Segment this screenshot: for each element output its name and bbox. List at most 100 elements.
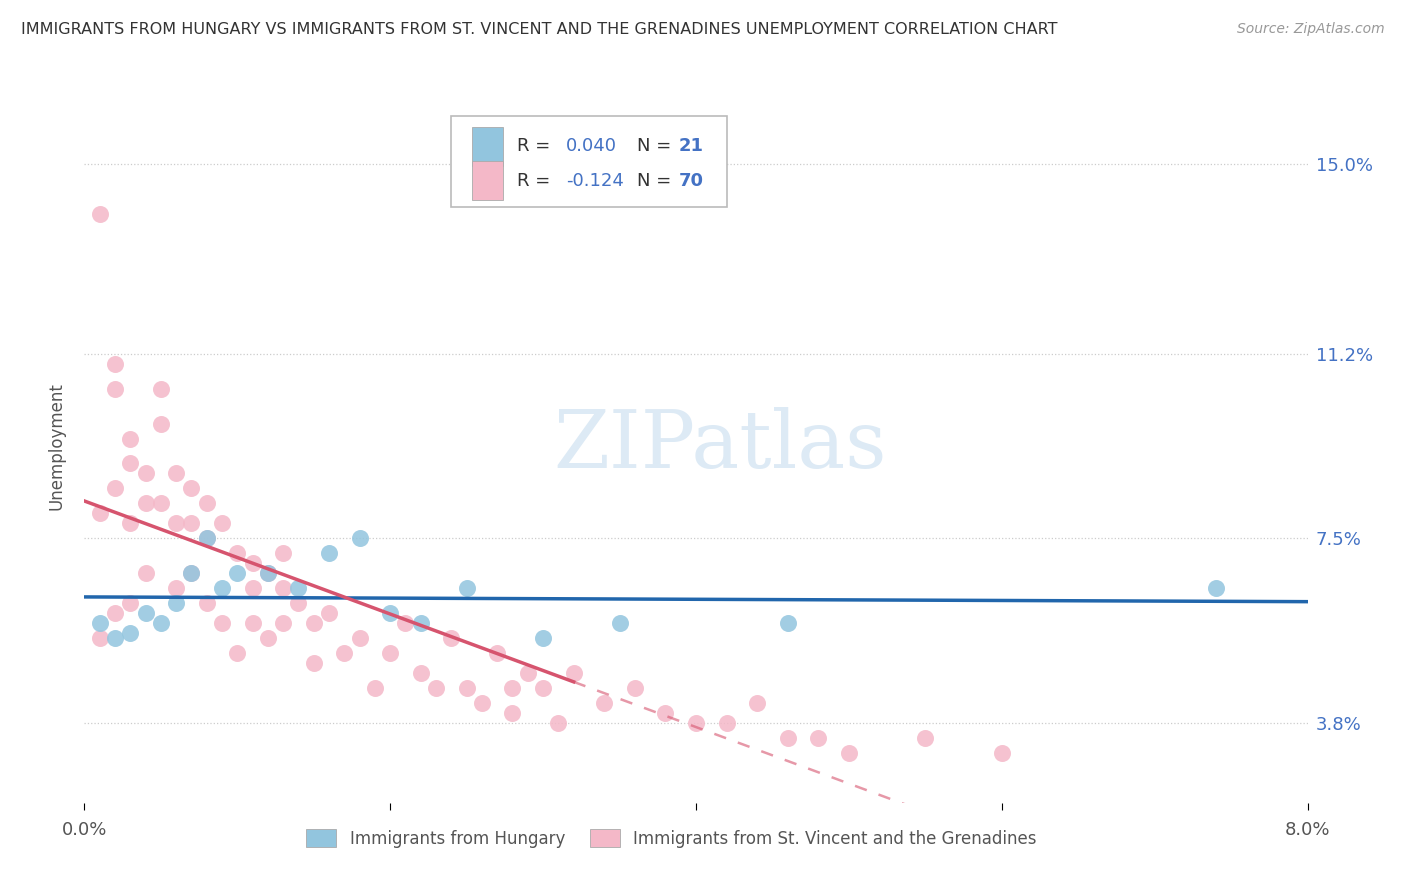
Legend: Immigrants from Hungary, Immigrants from St. Vincent and the Grenadines: Immigrants from Hungary, Immigrants from…: [307, 830, 1036, 848]
Point: [180, 482, 202, 496]
FancyBboxPatch shape: [472, 161, 503, 200]
Text: 0.040: 0.040: [567, 137, 617, 155]
Point: [807, 731, 830, 745]
Point: [211, 581, 233, 595]
Text: 70: 70: [679, 171, 704, 189]
Point: [89, 616, 111, 631]
Point: [257, 566, 280, 581]
Point: [547, 715, 569, 730]
Point: [271, 581, 294, 595]
Text: 21: 21: [679, 137, 704, 155]
Point: [120, 432, 142, 446]
Point: [165, 516, 187, 531]
Point: [456, 681, 478, 695]
Text: N =: N =: [637, 137, 678, 155]
Point: [776, 616, 799, 631]
Point: [486, 646, 509, 660]
Point: [318, 546, 340, 560]
Text: R =: R =: [517, 137, 557, 155]
Point: [991, 746, 1014, 760]
Point: [195, 531, 218, 545]
Point: [165, 596, 187, 610]
Point: [242, 556, 264, 570]
Point: [242, 581, 264, 595]
Point: [211, 616, 233, 631]
Point: [120, 457, 142, 471]
Point: [195, 496, 218, 510]
Point: [149, 382, 172, 396]
Point: [149, 417, 172, 431]
Text: Source: ZipAtlas.com: Source: ZipAtlas.com: [1237, 22, 1385, 37]
Point: [394, 616, 416, 631]
Point: [609, 616, 631, 631]
Point: [1205, 581, 1227, 595]
Point: [349, 531, 371, 545]
Point: [302, 616, 325, 631]
Point: [180, 566, 202, 581]
Point: [440, 631, 463, 645]
Point: [211, 516, 233, 531]
Point: [502, 681, 524, 695]
Point: [409, 616, 432, 631]
Point: [271, 546, 294, 560]
Y-axis label: Unemployment: Unemployment: [48, 382, 66, 510]
Point: [318, 606, 340, 620]
Point: [380, 606, 402, 620]
Point: [165, 467, 187, 481]
Point: [180, 566, 202, 581]
Point: [562, 666, 585, 681]
Point: [471, 696, 494, 710]
Point: [135, 496, 157, 510]
Point: [776, 731, 799, 745]
Point: [502, 706, 524, 720]
Point: [257, 566, 280, 581]
FancyBboxPatch shape: [472, 127, 503, 166]
Point: [593, 696, 616, 710]
Point: [104, 382, 127, 396]
Point: [120, 516, 142, 531]
Point: [425, 681, 447, 695]
Point: [302, 656, 325, 670]
Point: [747, 696, 769, 710]
Point: [89, 631, 111, 645]
Point: [716, 715, 738, 730]
Point: [531, 631, 554, 645]
Point: [226, 566, 249, 581]
Point: [654, 706, 676, 720]
Point: [135, 606, 157, 620]
Text: N =: N =: [637, 171, 678, 189]
Point: [914, 731, 936, 745]
Text: ZIPatlas: ZIPatlas: [554, 407, 887, 485]
Point: [624, 681, 647, 695]
Point: [257, 631, 280, 645]
Point: [242, 616, 264, 631]
Point: [333, 646, 356, 660]
Point: [195, 596, 218, 610]
Point: [685, 715, 707, 730]
Point: [271, 616, 294, 631]
Point: [349, 631, 371, 645]
Point: [135, 566, 157, 581]
Point: [409, 666, 432, 681]
Point: [120, 596, 142, 610]
Point: [149, 496, 172, 510]
FancyBboxPatch shape: [451, 116, 727, 207]
Point: [838, 746, 860, 760]
Point: [180, 516, 202, 531]
Text: IMMIGRANTS FROM HUNGARY VS IMMIGRANTS FROM ST. VINCENT AND THE GRENADINES UNEMPL: IMMIGRANTS FROM HUNGARY VS IMMIGRANTS FR…: [21, 22, 1057, 37]
Point: [531, 681, 554, 695]
Point: [104, 357, 127, 371]
Text: R =: R =: [517, 171, 557, 189]
Point: [165, 581, 187, 595]
Point: [226, 646, 249, 660]
Point: [195, 531, 218, 545]
Point: [104, 606, 127, 620]
Point: [104, 482, 127, 496]
Point: [516, 666, 538, 681]
Point: [149, 616, 172, 631]
Point: [287, 581, 309, 595]
Point: [104, 631, 127, 645]
Point: [287, 596, 309, 610]
Text: -0.124: -0.124: [567, 171, 624, 189]
Point: [135, 467, 157, 481]
